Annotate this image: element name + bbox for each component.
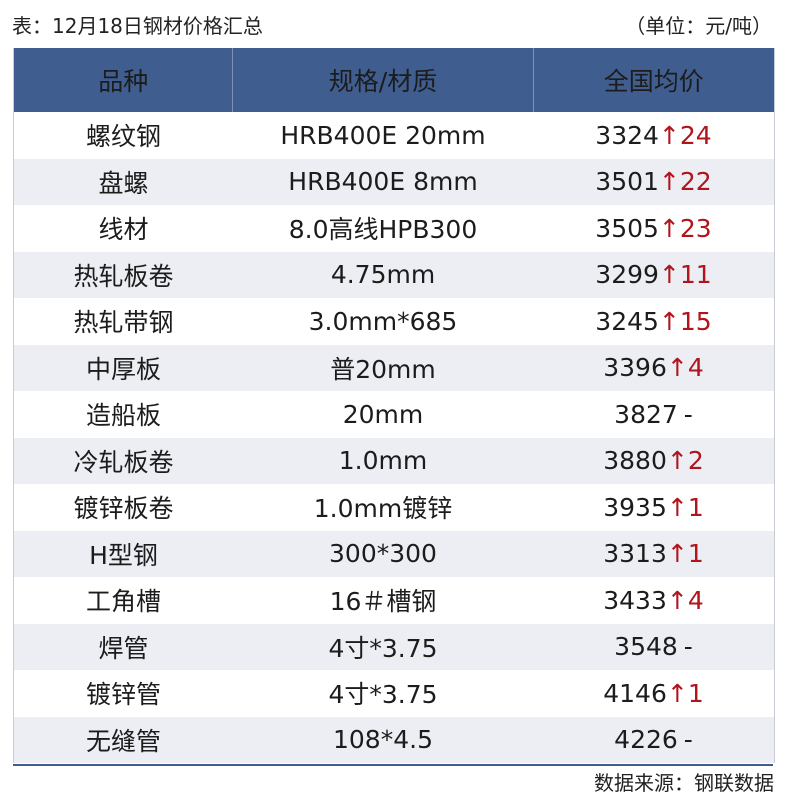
spec-cell: 4.75mm — [330, 260, 436, 290]
table-row: H型钢 300*300 3313↑1 — [14, 530, 774, 577]
price: 4146 — [603, 678, 667, 708]
price-cell: 3433↑4 — [533, 586, 774, 615]
table-row: 焊管 4寸*3.75 3548- — [14, 623, 774, 670]
variety-cell: 焊管 — [98, 633, 149, 663]
price-cell: 3324↑24 — [533, 121, 774, 150]
footer-line — [13, 764, 773, 766]
price-cell: 3313↑1 — [533, 539, 774, 568]
table-row: 镀锌管 4寸*3.75 4146↑1 — [14, 670, 774, 717]
table-row: 造船板 20mm 3827- — [14, 391, 774, 438]
variety-cell: 中厚板 — [85, 354, 161, 384]
variety-cell: 盘螺 — [98, 168, 149, 198]
price: 3396 — [603, 353, 667, 383]
price: 3827 — [614, 399, 678, 429]
spec-cell: 普20mm — [330, 354, 436, 384]
variety-cell: 热轧板卷 — [73, 261, 174, 291]
variety-cell: 冷轧板卷 — [73, 447, 174, 477]
header-cell: 规格/材质 — [233, 48, 534, 112]
price-cell: 3827- — [533, 400, 774, 429]
price: 3501 — [595, 167, 659, 197]
table-row: 工角槽 16＃槽钢 3433↑4 — [14, 577, 774, 624]
table-row: 螺纹钢 HRB400E 20mm 3324↑24 — [14, 112, 774, 159]
price-cell: 4226- — [533, 725, 774, 754]
spec-cell: 4寸*3.75 — [328, 633, 438, 663]
variety-cell: 线材 — [98, 215, 149, 245]
spec-cell: 1.0mm镀锌 — [313, 494, 453, 524]
header-cell: 品种 — [14, 48, 234, 112]
price: 3505 — [595, 213, 659, 243]
variety-cell: 螺纹钢 — [85, 122, 161, 152]
price-change: - — [683, 399, 693, 429]
spec-cell: 108*4.5 — [333, 725, 433, 755]
price-change: ↑1 — [666, 678, 704, 708]
table: 品种 规格/材质 全国均价 螺纹钢 HRB400E 20mm 3324↑24 盘螺 HR… — [13, 48, 775, 763]
price-change: ↑2 — [666, 446, 704, 476]
price-cell: 3396↑4 — [533, 353, 774, 382]
spec-cell: 1.0mm — [338, 446, 428, 476]
unit: （单位：元/吨） — [625, 14, 772, 38]
variety-cell: 工角槽 — [85, 587, 161, 617]
table-row: 线材 8.0高线HPB300 3505↑23 — [14, 205, 774, 252]
price: 3433 — [603, 585, 667, 615]
spec-cell: 16＃槽钢 — [329, 587, 437, 617]
price-change: ↑1 — [666, 539, 704, 569]
price-change: ↑11 — [658, 260, 712, 290]
price-cell: 3548- — [533, 632, 774, 661]
spec-cell: HRB400E 20mm — [280, 120, 486, 150]
table-row: 盘螺 HRB400E 8mm 3501↑22 — [14, 158, 774, 205]
table-row: 无缝管 108*4.5 4226- — [14, 716, 774, 763]
table-row: 热轧板卷 4.75mm 3299↑11 — [14, 251, 774, 298]
price: 3324 — [595, 120, 659, 150]
spec-cell: HRB400E 8mm — [288, 167, 478, 197]
table-row: 镀锌板卷 1.0mm镀锌 3935↑1 — [14, 484, 774, 531]
header-row: 品种 规格/材质 全国均价 — [14, 48, 774, 112]
price: 3299 — [595, 260, 659, 290]
price-cell: 3935↑1 — [533, 493, 774, 522]
table-row: 中厚板 普20mm 3396↑4 — [14, 344, 774, 391]
variety-cell: 镀锌管 — [85, 680, 161, 710]
price-change: - — [683, 725, 693, 755]
spec-cell: 300*300 — [329, 539, 437, 569]
header-cell: 全国均价 — [603, 67, 704, 96]
spec-cell: 3.0mm*685 — [308, 306, 458, 336]
price-change: ↑1 — [666, 492, 704, 522]
spec-cell: 4寸*3.75 — [328, 680, 438, 710]
variety-cell: 无缝管 — [85, 726, 161, 756]
price-cell: 3299↑11 — [533, 260, 774, 289]
variety-cell: 镀锌板卷 — [73, 494, 174, 524]
price-cell: 3245↑15 — [533, 307, 774, 336]
price-change: ↑4 — [666, 585, 704, 615]
price: 3245 — [595, 306, 659, 336]
variety-cell: H型钢 — [89, 540, 158, 570]
price: 3548 — [614, 632, 678, 662]
price-change: ↑22 — [658, 167, 712, 197]
price: 3313 — [603, 539, 667, 569]
source: 数据来源：钢联数据 — [594, 771, 774, 792]
price-change: ↑23 — [658, 213, 712, 243]
table-row: 热轧带钢 3.0mm*685 3245↑15 — [14, 298, 774, 345]
spec-cell: 8.0高线HPB300 — [288, 215, 478, 245]
price-change: ↑15 — [658, 306, 712, 336]
table-row: 冷轧板卷 1.0mm 3880↑2 — [14, 437, 774, 484]
price-cell: 3505↑23 — [533, 214, 774, 243]
variety-cell: 热轧带钢 — [73, 308, 174, 338]
spec-cell: 20mm — [342, 399, 424, 429]
price-cell: 3880↑2 — [533, 446, 774, 475]
price-cell: 3501↑22 — [533, 167, 774, 196]
price: 3880 — [603, 446, 667, 476]
variety-cell: 造船板 — [85, 401, 161, 431]
price: 4226 — [614, 725, 678, 755]
price-change: ↑4 — [666, 353, 704, 383]
price-cell: 4146↑1 — [533, 679, 774, 708]
table-title: 表：12月18日钢材价格汇总 — [12, 14, 263, 38]
price-change: ↑24 — [658, 120, 712, 150]
price-change: - — [683, 632, 693, 662]
price: 3935 — [603, 492, 667, 522]
